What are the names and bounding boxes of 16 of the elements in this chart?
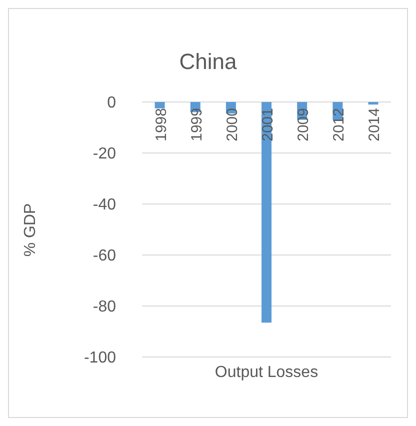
x-axis-title: Output Losses [214, 364, 320, 382]
y-tick-label: 0 [107, 94, 116, 112]
y-axis-title: % GDP [22, 203, 40, 257]
x-tick-label: 2001 [260, 108, 276, 142]
y-tick-label: -60 [92, 248, 116, 265]
x-tick-label: 1999 [188, 108, 206, 142]
y-tick-label: -80 [92, 298, 116, 316]
chart-title: China [178, 49, 238, 75]
y-tick-label: -100 [84, 350, 116, 367]
x-tick-label: 1998 [152, 108, 170, 142]
y-tick-label: -40 [92, 196, 116, 214]
x-tick-label: 2009 [295, 108, 312, 142]
x-tick-label: 2014 [366, 108, 384, 142]
x-tick-label: 2012 [330, 108, 348, 142]
y-tick-label: -20 [92, 146, 116, 163]
x-tick-label: 2000 [224, 108, 241, 142]
